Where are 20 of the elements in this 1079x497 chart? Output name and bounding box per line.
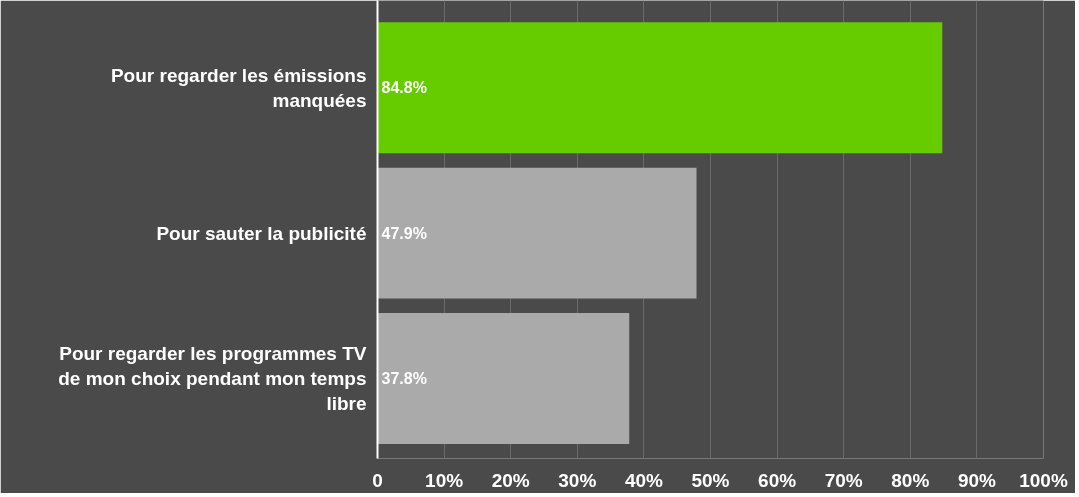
x-tick-label: 100%	[1019, 469, 1068, 491]
y-tick-label: Pour sauter la publicité	[156, 222, 367, 244]
x-tick-label: 90%	[957, 469, 997, 491]
bar	[377, 22, 943, 154]
y-tick-label: Pour regarder les émissions manquées	[110, 64, 367, 111]
data-label: 37.8%	[381, 370, 427, 388]
x-tick-label: 10%	[425, 469, 464, 491]
bar	[377, 313, 630, 444]
x-tick-label: 0	[372, 469, 383, 491]
data-label: 84.8%	[381, 79, 427, 97]
x-tick-label: 40%	[624, 469, 664, 491]
x-tick-label: 30%	[558, 469, 597, 491]
data-label: 47.9%	[381, 224, 427, 242]
x-tick-label: 60%	[758, 469, 797, 491]
x-tick-label: 20%	[491, 469, 530, 491]
y-tick-label: Pour regarder les programmes TV de mon choix pendant mon temps libre	[58, 342, 367, 415]
x-tick-label: 80%	[891, 469, 930, 491]
bar	[377, 167, 697, 299]
x-tick-label: 50%	[691, 469, 730, 491]
x-tick-label: 70%	[824, 469, 863, 491]
